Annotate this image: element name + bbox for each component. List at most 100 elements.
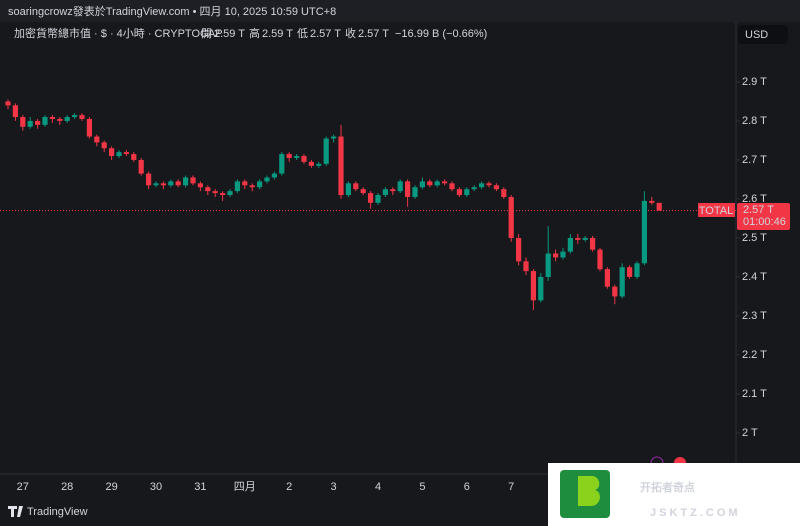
- candle-body: [530, 271, 536, 301]
- candle-body: [227, 191, 233, 196]
- candle-body: [434, 181, 440, 186]
- price-tag-countdown: 01:00:46: [743, 216, 786, 228]
- currency-button[interactable]: [738, 25, 788, 44]
- y-tick-label: 2.8 T: [742, 115, 767, 127]
- candle-body: [649, 200, 655, 203]
- header-text: soaringcrowz發表於TradingView.com • 四月 10, …: [8, 4, 336, 18]
- tv-logo: [8, 506, 23, 517]
- candle-body: [212, 191, 218, 194]
- candle-body: [619, 267, 625, 297]
- candle-body: [183, 177, 189, 186]
- candle-body: [101, 142, 107, 149]
- candle-body: [220, 193, 226, 196]
- candle-body: [175, 181, 181, 186]
- legend-label: 高: [249, 26, 260, 40]
- candle-body: [109, 148, 115, 157]
- candle-body: [604, 269, 610, 287]
- candle-body: [116, 152, 122, 157]
- candle-body: [464, 189, 470, 196]
- candle-body: [516, 237, 522, 262]
- symbol-tag: [698, 203, 735, 217]
- candle-body: [575, 237, 581, 240]
- candle-body: [249, 185, 255, 188]
- candle-body: [405, 181, 411, 197]
- x-tick-label: 30: [150, 481, 162, 493]
- x-tick-label: 4: [375, 481, 381, 493]
- candle-body: [20, 117, 26, 127]
- legend-change: −16.99 B (−0.66%): [395, 28, 487, 40]
- candle-body: [479, 183, 485, 188]
- candle-body: [331, 136, 337, 139]
- x-tick-label: 5: [419, 481, 425, 493]
- candle-body: [419, 181, 425, 188]
- legend-value: 2.57 T: [310, 28, 341, 40]
- candle-body: [456, 189, 462, 196]
- candle-body: [286, 154, 292, 158]
- y-tick-label: 2.3 T: [742, 310, 767, 322]
- candle-body: [316, 163, 322, 166]
- candle-body: [5, 101, 11, 106]
- x-tick-label: 28: [61, 481, 73, 493]
- legend-label: 收: [345, 26, 356, 40]
- candle-body: [553, 253, 559, 258]
- candle-body: [27, 120, 33, 127]
- x-tick-label: 31: [194, 481, 206, 493]
- candle-body: [634, 263, 640, 277]
- candle-body: [153, 183, 159, 186]
- candle-body: [301, 156, 307, 162]
- price-tag: [737, 203, 790, 230]
- candle-body: [338, 136, 344, 196]
- candle-body: [12, 105, 18, 118]
- candle-body: [641, 200, 647, 264]
- watermark-logo-b: [578, 476, 600, 506]
- candle-body: [353, 183, 359, 190]
- header-bar: [0, 0, 800, 22]
- candle-body: [294, 156, 300, 158]
- currency-label[interactable]: USD: [745, 29, 768, 41]
- x-tick-label: 7: [508, 481, 514, 493]
- candle-body: [35, 120, 41, 125]
- candle-body: [501, 189, 507, 197]
- candle-body: [205, 187, 211, 192]
- y-tick-label: 2.4 T: [742, 271, 767, 283]
- legend-value: 2.59 T: [262, 28, 293, 40]
- candle-body: [271, 173, 277, 178]
- legend-label: 低: [297, 27, 308, 40]
- candle-body: [582, 237, 588, 240]
- candle-body: [493, 185, 499, 190]
- candle-body: [427, 181, 433, 186]
- candle-body: [360, 189, 366, 194]
- y-tick-label: 2.1 T: [742, 388, 767, 400]
- candle-body: [368, 193, 374, 203]
- candle-body: [656, 202, 662, 211]
- x-tick-label: 29: [105, 481, 117, 493]
- candle-body: [64, 117, 70, 121]
- candle-body: [590, 237, 596, 250]
- candle-body: [567, 237, 573, 252]
- candle-body: [257, 181, 263, 188]
- candle-body: [160, 183, 166, 186]
- y-tick-label: 2.7 T: [742, 154, 767, 166]
- candle-body: [72, 115, 78, 118]
- symbol-tag-text: TOTAL: [699, 205, 733, 217]
- candle-body: [308, 161, 314, 166]
- candle-body: [523, 261, 529, 272]
- candle-body: [412, 187, 418, 197]
- candle-body: [190, 177, 196, 184]
- candle-body: [49, 117, 55, 119]
- y-tick-label: 2.2 T: [742, 349, 767, 361]
- candle-body: [197, 183, 203, 188]
- candle-body: [264, 177, 270, 182]
- candle-body: [86, 118, 92, 137]
- legend-symbol: 加密貨幣總市值 · $ · 4小時 · CRYPTOCAP: [14, 26, 223, 40]
- candle-body: [612, 286, 618, 297]
- candle-body: [138, 159, 144, 174]
- legend-value: 2.59 T: [214, 28, 245, 40]
- candle-body: [131, 154, 137, 160]
- candle-body: [323, 138, 329, 164]
- legend-value: 2.57 T: [358, 28, 389, 40]
- watermark-title: 开拓者奇点: [640, 480, 695, 494]
- y-tick-label: 2.6 T: [742, 193, 767, 205]
- candle-body: [42, 117, 48, 125]
